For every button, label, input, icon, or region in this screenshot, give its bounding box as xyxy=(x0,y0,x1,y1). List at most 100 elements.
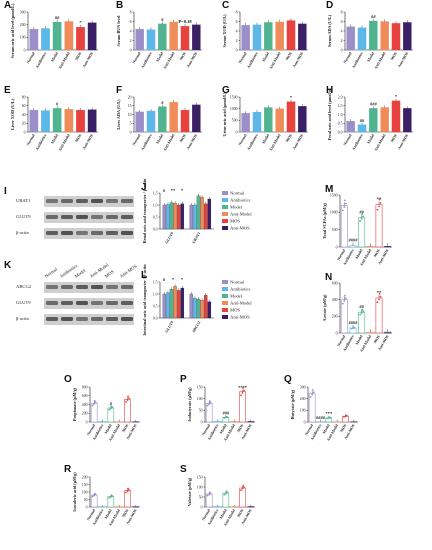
y-tick-label: 8 xyxy=(236,10,238,14)
bar xyxy=(135,111,144,133)
blot-band xyxy=(121,231,133,235)
y-tick-label: 60 xyxy=(22,104,26,108)
sig-mark: # xyxy=(161,100,164,105)
y-tick-label: 200 xyxy=(82,475,88,479)
data-point xyxy=(350,327,353,330)
legend-label: Anti-MOS xyxy=(230,226,250,231)
data-point xyxy=(343,206,346,208)
blot-band xyxy=(121,215,133,219)
blot-row-label: GLUT9 xyxy=(16,214,31,219)
sig-mark: ** xyxy=(377,290,382,295)
data-point xyxy=(93,494,96,497)
bar xyxy=(252,112,262,133)
data-point xyxy=(360,217,363,220)
blot-band xyxy=(91,215,103,219)
x-tick-label: Anti-MOS xyxy=(397,134,409,151)
bar xyxy=(207,198,212,230)
sig-mark: # xyxy=(56,102,59,107)
legend-label: MOS xyxy=(230,219,240,224)
y-tick-label: 15 xyxy=(128,104,132,108)
data-point xyxy=(344,199,346,202)
panel-label: R xyxy=(64,464,72,475)
bar xyxy=(41,110,50,133)
y-tick-label: 150 xyxy=(82,483,88,487)
data-point xyxy=(108,408,111,411)
y-tick-label: 100 xyxy=(197,485,203,489)
sig-mark: * xyxy=(172,277,175,282)
x-tick-label: Normal xyxy=(201,424,211,437)
bar xyxy=(135,28,144,51)
bar xyxy=(384,246,392,248)
bar xyxy=(403,108,412,133)
x-tick-label: Antibiotics xyxy=(35,51,48,69)
data-point xyxy=(359,313,362,316)
y-tick-label: 0.0 xyxy=(153,316,158,320)
legend-label: Model xyxy=(230,205,243,210)
data-point xyxy=(362,215,365,218)
y-tick-label: 4 xyxy=(130,29,132,33)
bar xyxy=(298,106,307,133)
legend-label: Antibiotics xyxy=(230,198,251,203)
data-point xyxy=(341,302,344,305)
data-point xyxy=(241,487,244,490)
panel-A: A 0 100 200 300 Serum uric acid level (μmol/L… xyxy=(4,0,98,70)
bar xyxy=(173,202,177,230)
legend-swatch xyxy=(222,301,228,305)
legend-label: Anti-Model xyxy=(230,212,252,217)
bar xyxy=(146,110,156,133)
bar xyxy=(76,27,85,51)
data-point xyxy=(93,403,96,405)
x-tick-label: Normal xyxy=(337,249,347,262)
x-tick-label: Normal xyxy=(337,335,347,348)
y-tick-label: 0 xyxy=(236,48,238,52)
y-tick-label: 400 xyxy=(82,403,88,407)
sig-mark: ** xyxy=(377,197,382,202)
bar xyxy=(241,113,250,133)
sig-mark: # xyxy=(110,401,113,406)
y-tick-label: 50 xyxy=(199,495,203,499)
bar xyxy=(158,106,167,133)
legend-swatch xyxy=(222,315,228,319)
data-point xyxy=(378,205,380,208)
bar xyxy=(391,23,401,51)
blot-lane-header: Anti-MOS xyxy=(119,263,138,279)
bar xyxy=(169,102,178,133)
x-tick-label: Normal xyxy=(238,134,248,147)
y-tick-label: 1000 xyxy=(330,211,338,215)
bar xyxy=(346,26,355,51)
x-tick-label: Normal xyxy=(132,134,142,147)
x-tick-label: Antibiotics xyxy=(141,133,154,151)
legend-swatch xyxy=(222,287,228,291)
data-point xyxy=(345,414,347,417)
y-tick-label: 0 xyxy=(201,505,203,509)
blot-band xyxy=(76,285,88,289)
y-axis-label: Propionate (μM/g) xyxy=(72,387,77,421)
x-tick-label: Model xyxy=(219,424,228,435)
bar xyxy=(369,108,378,133)
y-tick-label: 200 xyxy=(82,412,88,416)
panel-B: B 0 2 4 6 8 Serum BUN level Normal Antibiotics Mo… xyxy=(116,0,202,70)
x-tick-label: MOS xyxy=(390,52,398,61)
sig-mark: *** xyxy=(325,411,333,416)
y-tick-label: 0 xyxy=(24,130,26,134)
y-tick-label: 0 xyxy=(130,130,132,134)
panel-label: N xyxy=(325,272,332,283)
sig-mark: ## xyxy=(371,14,376,19)
legend-label: MOS xyxy=(230,308,240,313)
y-tick-label: 50 xyxy=(84,498,88,502)
y-axis-label: Valerate (μM/g) xyxy=(187,477,192,506)
blot-row-label: URAT1 xyxy=(16,198,31,203)
bar xyxy=(369,20,378,51)
sig-mark: ## xyxy=(360,118,365,123)
data-point xyxy=(343,415,345,418)
data-point xyxy=(311,389,314,391)
panel-L: L 0.0 0.5 1.0 1.5 Intestinal uric acid transp… xyxy=(141,264,252,336)
blot-row-label: β-actin xyxy=(16,316,29,321)
x-tick-label: Model xyxy=(219,509,228,520)
bar xyxy=(169,21,178,51)
legend-swatch xyxy=(222,191,228,195)
sig-mark: #### xyxy=(349,237,359,242)
